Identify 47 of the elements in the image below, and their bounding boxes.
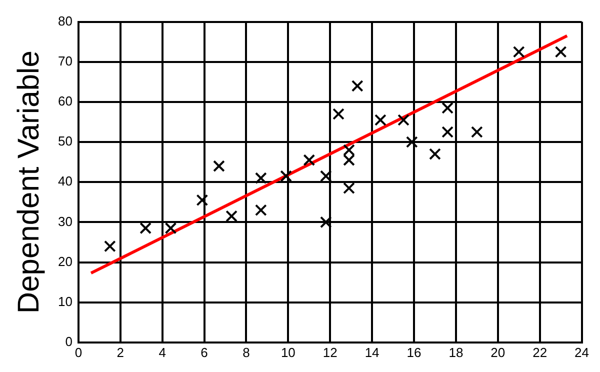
y-tick-label: 20 xyxy=(58,254,72,269)
point xyxy=(164,222,177,234)
x-tick-label: 10 xyxy=(280,344,296,360)
y-tick-label: 0 xyxy=(65,334,72,349)
x-tick-label: 0 xyxy=(74,344,82,360)
point xyxy=(196,194,208,206)
x-tick-label: 24 xyxy=(574,344,590,360)
point xyxy=(254,172,267,184)
point xyxy=(442,102,454,114)
point xyxy=(398,114,410,126)
y-tick-label: 40 xyxy=(58,174,72,189)
point xyxy=(254,204,267,216)
y-tick-label: 80 xyxy=(58,13,72,28)
point xyxy=(470,126,483,138)
point xyxy=(226,210,238,222)
x-tick-label: 14 xyxy=(364,344,380,360)
x-tick-label: 22 xyxy=(532,344,548,360)
point xyxy=(332,108,344,120)
x-tick-label: 4 xyxy=(158,344,166,360)
point xyxy=(140,222,152,234)
point xyxy=(343,182,355,194)
point xyxy=(303,154,316,166)
x-tick-label: 2 xyxy=(116,344,124,360)
y-tick-label: 70 xyxy=(58,53,72,68)
y-axis-title: Dependent Variable xyxy=(12,50,46,314)
x-tick-label: 18 xyxy=(448,344,464,360)
x-tick-label: 8 xyxy=(242,344,250,360)
y-tick-label: 30 xyxy=(58,214,72,229)
y-tick-label: 10 xyxy=(58,294,72,309)
point xyxy=(104,240,116,252)
y-tick-label: 50 xyxy=(58,134,72,149)
point xyxy=(280,170,292,182)
point xyxy=(213,160,225,172)
point xyxy=(442,126,454,138)
point xyxy=(320,170,332,182)
point xyxy=(512,46,525,58)
x-tick-label: 16 xyxy=(406,344,422,360)
point xyxy=(351,80,364,92)
point xyxy=(429,148,441,160)
x-tick-label: 12 xyxy=(322,344,338,360)
point xyxy=(554,46,567,58)
x-tick-label: 6 xyxy=(200,344,208,360)
point xyxy=(406,136,418,148)
y-tick-label: 60 xyxy=(58,94,72,109)
x-tick-label: 20 xyxy=(490,344,506,360)
point xyxy=(374,114,386,126)
point xyxy=(320,216,332,228)
